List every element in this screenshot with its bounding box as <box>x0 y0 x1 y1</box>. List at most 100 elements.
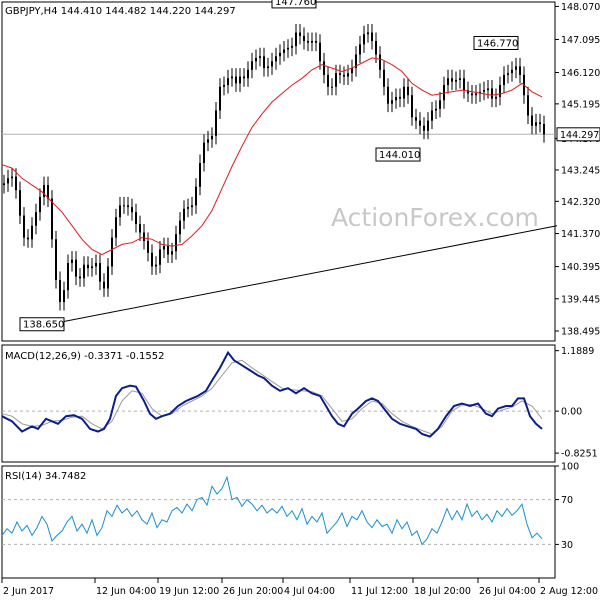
price-candle <box>351 59 353 82</box>
price-candle <box>439 91 441 118</box>
x-tick-label: 26 Jul 04:00 <box>479 586 536 597</box>
price-candle <box>47 176 49 208</box>
candle-body <box>359 44 361 55</box>
y-tick-label: 147.095 <box>561 35 600 46</box>
price-candle <box>131 198 133 221</box>
annotation-box <box>19 317 65 332</box>
price-candle <box>79 268 81 287</box>
panel-frame <box>1 1 556 342</box>
price-candle <box>299 24 301 45</box>
y-tick-label: -0.8251 <box>561 449 598 460</box>
price-candle <box>499 76 501 106</box>
price-candle <box>431 102 433 130</box>
price-candle <box>339 64 341 84</box>
price-candle <box>319 34 321 70</box>
candle-body <box>171 251 173 255</box>
candle-body <box>71 259 73 264</box>
candle-body <box>43 185 45 197</box>
price-candle <box>195 178 197 214</box>
candle-body <box>195 186 197 206</box>
candle-body <box>279 52 281 57</box>
candle-body <box>51 198 53 240</box>
candle-body <box>287 47 289 50</box>
price-candle <box>147 232 149 262</box>
candle-body <box>175 234 177 252</box>
candle-body <box>83 264 85 279</box>
price-candle <box>259 47 261 67</box>
candle-body <box>483 90 485 92</box>
candle-body <box>99 263 101 282</box>
candle-body <box>147 240 149 253</box>
candle-body <box>91 266 93 269</box>
price-candle <box>423 117 425 140</box>
candle-body <box>519 66 521 75</box>
x-tick-label: 2 Jun 2017 <box>3 586 54 597</box>
candle-body <box>411 95 413 118</box>
candle-body <box>467 90 469 94</box>
x-tick-label: 26 Jun 20:00 <box>223 586 283 597</box>
last-price-label: 144.297 <box>560 130 599 141</box>
price-candle <box>51 190 53 248</box>
annotation-label: 146.770 <box>477 38 518 49</box>
rsi-line <box>1 475 543 546</box>
watermark: ActionForex.com <box>331 203 539 232</box>
candle-body <box>387 86 389 104</box>
macd-panel: 1.1889 0.00 -0.8251 <box>1 344 598 463</box>
candle-body <box>331 86 333 88</box>
y-tick-label: 141.370 <box>561 229 600 240</box>
rsi-header: RSI(14) 34.7482 <box>5 471 86 482</box>
candle-body <box>455 79 457 82</box>
price-candle <box>191 196 193 216</box>
y-tick-label: 139.445 <box>561 294 600 305</box>
candle-body <box>507 73 509 75</box>
candle-body <box>235 76 237 84</box>
price-candle <box>179 212 181 243</box>
rsi-panel: 100 70 30 <box>1 462 579 579</box>
candle-body <box>119 205 121 218</box>
price-candle <box>359 35 361 64</box>
candle-body <box>207 139 209 143</box>
price-candle <box>247 61 249 87</box>
candle-body <box>247 69 249 79</box>
price-candle <box>543 115 545 143</box>
price-panel: 148.070147.095146.120145.195144.170143.2… <box>1 0 600 342</box>
price-candle <box>115 208 117 247</box>
x-tick-label: 2 Aug 12:00 <box>540 586 598 597</box>
candle-body <box>259 56 261 58</box>
price-candle <box>35 203 37 235</box>
candle-body <box>299 32 301 36</box>
candle-body <box>59 279 61 303</box>
candle-body <box>251 61 253 70</box>
price-candle <box>31 217 33 248</box>
price-candle <box>167 237 169 264</box>
price-candle <box>111 229 113 275</box>
price-candle <box>211 127 213 148</box>
candle-body <box>95 263 97 267</box>
price-candle <box>283 40 285 62</box>
candle-body <box>379 54 381 70</box>
price-candle <box>503 66 505 94</box>
candle-body <box>463 78 465 91</box>
candle-body <box>475 93 477 96</box>
candle-body <box>79 276 81 279</box>
price-candle <box>483 81 485 101</box>
price-candle <box>183 200 185 230</box>
candle-body <box>419 120 421 126</box>
macd-line <box>1 350 543 438</box>
price-candle <box>235 68 237 92</box>
moving-average-line <box>1 57 543 256</box>
price-candle <box>91 257 93 277</box>
candle-body <box>431 110 433 121</box>
price-annotation: 146.770 <box>473 35 519 50</box>
candle-body <box>135 212 137 225</box>
candle-body <box>187 207 189 209</box>
price-candle <box>43 176 45 206</box>
candle-body <box>283 49 285 53</box>
candle-body <box>223 85 225 87</box>
price-candle <box>203 134 205 172</box>
price-candle <box>407 78 409 104</box>
candle-body <box>383 69 385 87</box>
price-candle <box>527 86 529 125</box>
candle-body <box>191 205 193 208</box>
